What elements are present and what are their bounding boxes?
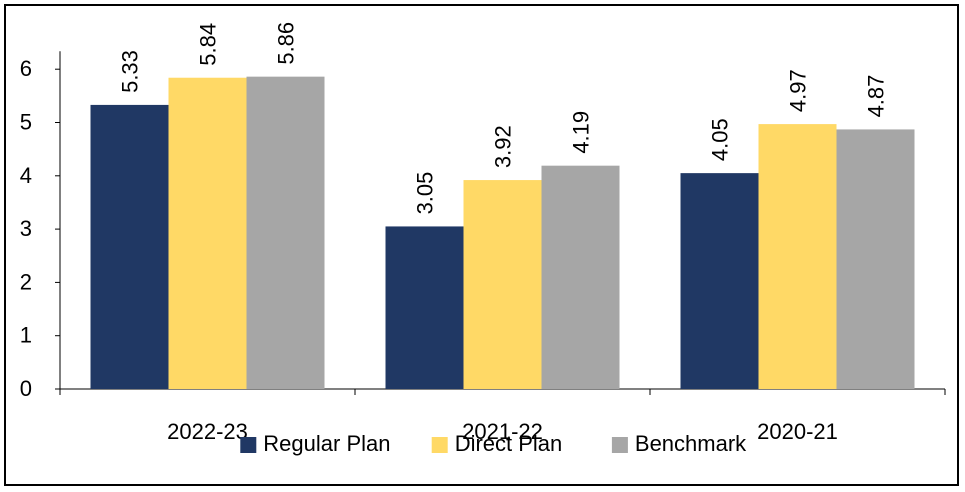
legend: Regular Plan Direct Plan Benchmark [240,431,747,456]
legend-label: Direct Plan [455,431,563,456]
legend-label: Benchmark [635,431,747,456]
data-label: 4.19 [569,111,594,154]
y-tick-label: 3 [20,216,32,241]
bar [836,129,915,389]
x-category-label: 2021-22 [462,419,543,444]
bar [541,165,620,389]
y-tick-label: 6 [20,56,32,81]
data-label: 4.87 [864,75,889,118]
x-category-label: 2022-23 [167,419,248,444]
y-tick-label: 2 [20,269,32,294]
bar [680,173,759,389]
bar [246,76,325,390]
y-axis: 0 1 2 3 4 5 6 [20,51,61,401]
y-tick-label: 1 [20,323,32,348]
data-labels: 5.33 5.84 5.86 3.05 3.92 4.19 4.05 4.97 4.87 [118,22,889,215]
data-label: 5.33 [118,50,143,93]
data-label: 5.86 [274,22,299,65]
y-tick-label: 4 [20,163,32,188]
legend-swatch [431,437,448,453]
bar [463,180,542,389]
legend-swatch [611,437,628,453]
data-label: 4.05 [708,118,733,161]
x-category-label: 2020-21 [757,419,838,444]
bars [90,76,915,390]
bar [90,104,169,389]
y-tick-label: 5 [20,110,32,135]
data-label: 5.84 [196,23,221,66]
legend-swatch [240,437,257,453]
y-tick-label: 0 [20,376,32,401]
bar [385,226,464,389]
bar [758,124,837,389]
legend-label: Regular Plan [263,431,390,456]
data-label: 4.97 [786,69,811,112]
bar [168,77,247,389]
data-label: 3.92 [491,125,516,168]
data-label: 3.05 [413,172,438,215]
